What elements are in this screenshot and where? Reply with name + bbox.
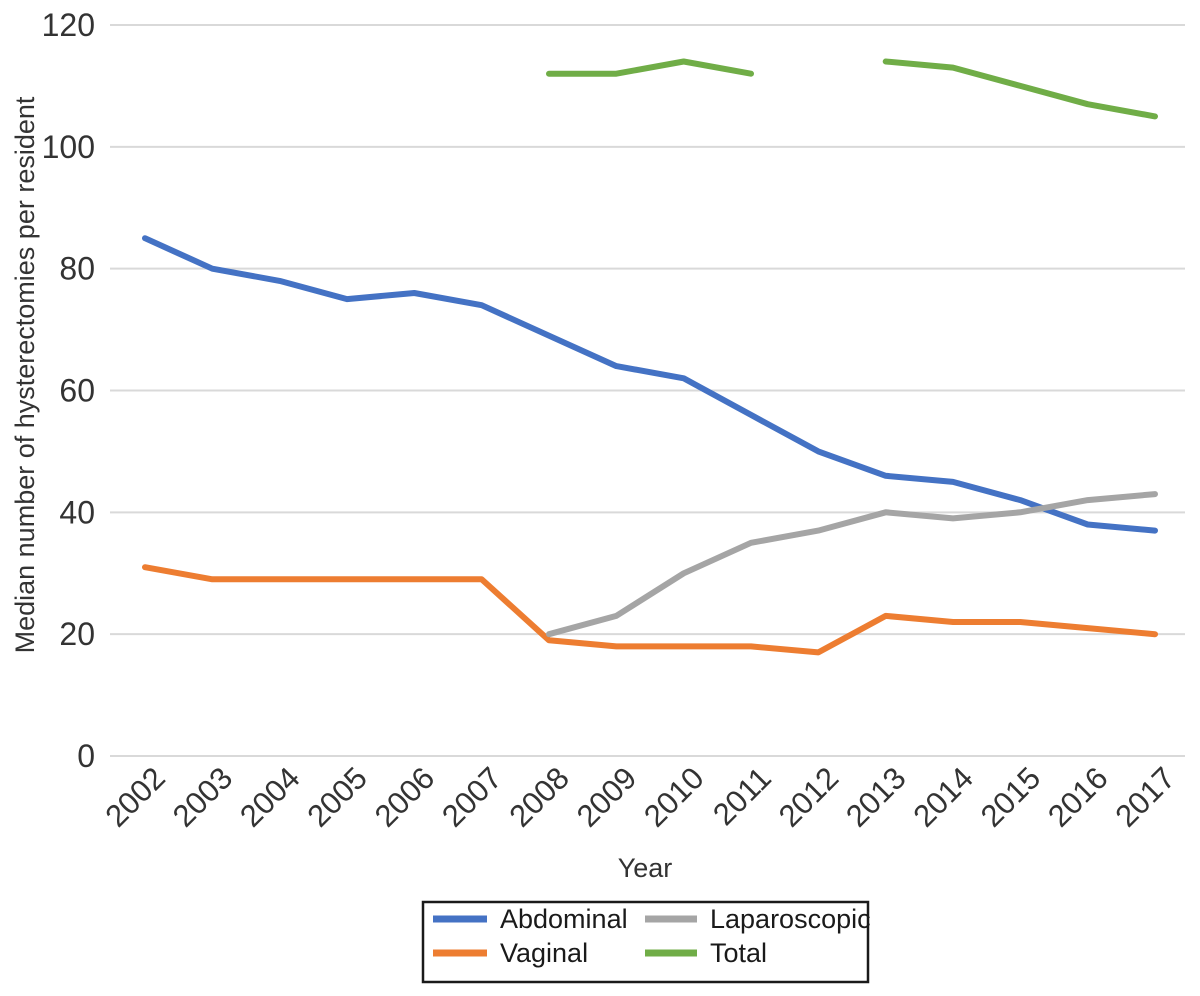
legend-box — [421, 900, 870, 984]
x-tick-label-2002: 2002 — [98, 760, 172, 834]
x-tick-label-2007: 2007 — [435, 760, 509, 834]
legend: Abdominal Laparoscopic Vaginal Total — [421, 900, 871, 984]
y-tick-label-80: 80 — [59, 251, 95, 287]
x-tick-label-2012: 2012 — [772, 760, 846, 834]
series-line-vaginal — [142, 564, 1158, 656]
x-tick-label-2005: 2005 — [300, 760, 374, 834]
x-axis-tick-labels: 2002200320042005200620072008200920102011… — [98, 760, 1182, 834]
data-series-lines — [142, 58, 1158, 656]
x-tick-label-2013: 2013 — [839, 760, 913, 834]
y-tick-label-60: 60 — [59, 373, 95, 409]
y-tick-label-0: 0 — [77, 738, 95, 774]
x-tick-label-2014: 2014 — [906, 760, 980, 834]
series-line-total-seg2 — [882, 58, 1158, 120]
x-tick-label-2015: 2015 — [974, 760, 1048, 834]
series-line-laparoscopic — [546, 491, 1158, 638]
y-tick-label-40: 40 — [59, 494, 95, 530]
x-tick-label-2017: 2017 — [1108, 760, 1182, 834]
y-tick-label-120: 120 — [42, 7, 95, 43]
series-line-abdominal — [142, 235, 1158, 534]
gridlines — [110, 24, 1185, 757]
x-tick-label-2008: 2008 — [502, 760, 576, 834]
y-tick-label-20: 20 — [59, 616, 95, 652]
y-axis-title: Median number of hysterectomies per resi… — [10, 96, 40, 653]
x-tick-label-2004: 2004 — [233, 760, 307, 834]
x-tick-label-2010: 2010 — [637, 760, 711, 834]
x-tick-label-2009: 2009 — [570, 760, 644, 834]
x-axis-title: Year — [618, 853, 673, 883]
y-axis-tick-labels: 0 20 40 60 80 100 120 — [42, 7, 95, 774]
legend-label-vaginal: Vaginal — [500, 938, 588, 968]
x-tick-label-2011: 2011 — [706, 760, 778, 832]
x-tick-label-2016: 2016 — [1041, 760, 1115, 834]
x-tick-label-2006: 2006 — [368, 760, 442, 834]
legend-label-total: Total — [710, 938, 767, 968]
y-tick-label-100: 100 — [42, 129, 95, 165]
x-tick-label-2003: 2003 — [166, 760, 240, 834]
series-line-total-seg1 — [546, 58, 754, 77]
legend-label-abdominal: Abdominal — [500, 904, 628, 934]
legend-label-laparoscopic: Laparoscopic — [710, 904, 871, 934]
